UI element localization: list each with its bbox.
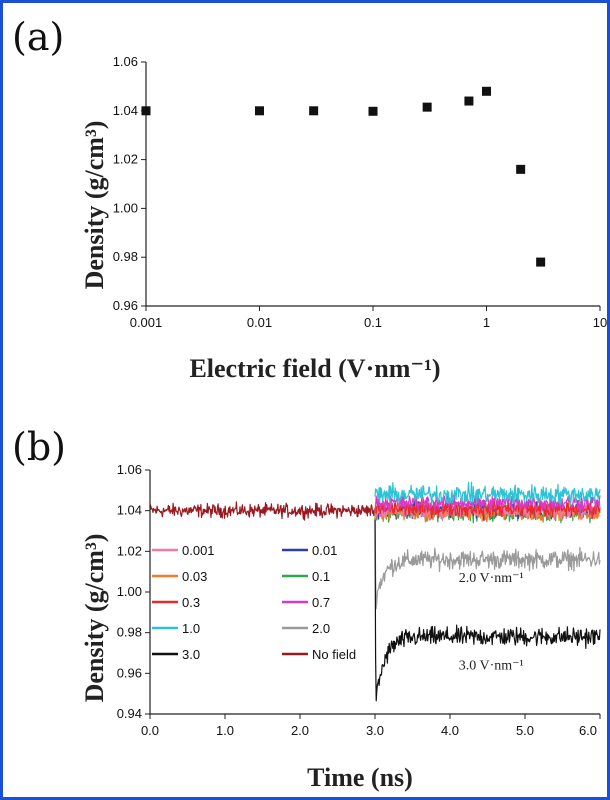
legend-label: 3.0 [182,647,200,662]
legend-label: 0.1 [312,569,330,584]
panel-b-x-tick-label: 3.0 [366,723,384,738]
panel-b-y-tick-label: 1.00 [117,584,142,599]
panel-b-tick-labels: 0.94 0.96 0.98 1.00 1.02 1.04 1.06 0.0 1.0 2.0 3.0… [117,462,597,738]
panel-b-y-tick-label: 0.96 [117,665,142,680]
legend-label: 1.0 [182,621,200,636]
panel-a-data-point [536,257,546,267]
panel-a: (a) 0.96 0.98 1.00 1.02 1.04 1.06 0.001 0.01 0.1… [12,15,607,383]
legend-label: 0.3 [182,595,200,610]
panel-a-data-point [422,102,432,112]
panel-b-annotations: 2.0 V·nm⁻¹ 3.0 V·nm⁻¹ [459,571,524,673]
panel-b-annotation: 2.0 V·nm⁻¹ [459,571,524,586]
legend-label: 0.001 [182,543,215,558]
panel-a-data-point [482,86,491,96]
panel-b-x-tick-label: 6.0 [579,723,597,738]
panel-b-series-line [374,498,601,519]
panel-b-x-tick-label: 4.0 [441,723,459,738]
panel-b-y-axis-title: Density (g/cm³) [80,534,109,703]
panel-a-x-tick-label: 0.01 [247,315,272,330]
panel-b-y-tick-label: 0.98 [117,625,142,640]
panel-b-y-tick-label: 0.94 [117,706,142,721]
panel-b-annotation: 3.0 V·nm⁻¹ [459,658,524,673]
panel-a-x-tick-label: 1 [483,315,490,330]
panel-b-x-tick-label: 0.0 [141,723,159,738]
panel-a-data-point [368,106,378,116]
panel-a-y-tick-label: 1.04 [113,103,138,118]
panel-a-label: (a) [12,15,64,59]
panel-a-y-tick-label: 0.96 [113,298,138,313]
panel-a-axes [141,61,601,311]
panel-b-series-line [374,508,601,610]
panel-a-y-tick-label: 1.02 [113,152,138,167]
panel-b-x-tick-label: 1.0 [216,723,234,738]
panel-b-x-tick-label: 5.0 [516,723,534,738]
panel-b-series-line [374,517,601,702]
panel-b-y-tick-label: 1.06 [117,462,142,477]
panel-a-data-point [255,106,264,116]
panel-b-y-tick-label: 1.04 [117,503,142,518]
panel-a-y-tick-label: 1.06 [113,54,138,69]
panel-a-x-tick-label: 10 [593,315,607,330]
panel-b-x-axis-title: Time (ns) [307,763,413,792]
panel-a-data-point [464,96,474,106]
panel-a-data-point [516,164,526,174]
panel-b-series [149,481,601,702]
panel-b-y-tick-label: 1.02 [117,543,142,558]
legend-label: 2.0 [312,621,330,636]
panel-a-y-tick-label: 0.98 [113,249,138,264]
panel-b-label: (b) [12,425,66,469]
panel-a-x-axis-title: Electric field (V·nm⁻¹) [189,354,440,383]
panel-b: (b) 0.94 0.96 0.98 1.00 1.02 1.04 1.06 0.0 1.0 2.… [12,425,601,792]
panel-b-axes [145,469,601,719]
panel-a-y-tick-label: 1.00 [113,200,138,215]
legend-label: 0.03 [182,569,207,584]
panel-a-y-axis-title: Density (g/cm³) [80,121,109,290]
panel-b-series-line [374,481,601,506]
panel-a-data-point [309,106,319,116]
panel-a-tick-labels: 0.96 0.98 1.00 1.02 1.04 1.06 0.001 0.01 0.1 1 10 [113,54,608,330]
legend-label: 0.7 [312,595,330,610]
panel-a-x-tick-label: 0.001 [130,315,163,330]
panel-b-series-line [149,501,376,521]
panel-b-x-tick-label: 2.0 [291,723,309,738]
panel-b-legend: 0.001 0.01 0.03 0.1 0.3 0.7 1.0 2.0 3.0 No field [152,543,356,662]
panel-a-points [141,86,546,267]
panel-a-x-tick-label: 0.1 [364,315,382,330]
legend-label: 0.01 [312,543,337,558]
panel-a-data-point [141,106,151,116]
legend-label: No field [312,647,356,662]
